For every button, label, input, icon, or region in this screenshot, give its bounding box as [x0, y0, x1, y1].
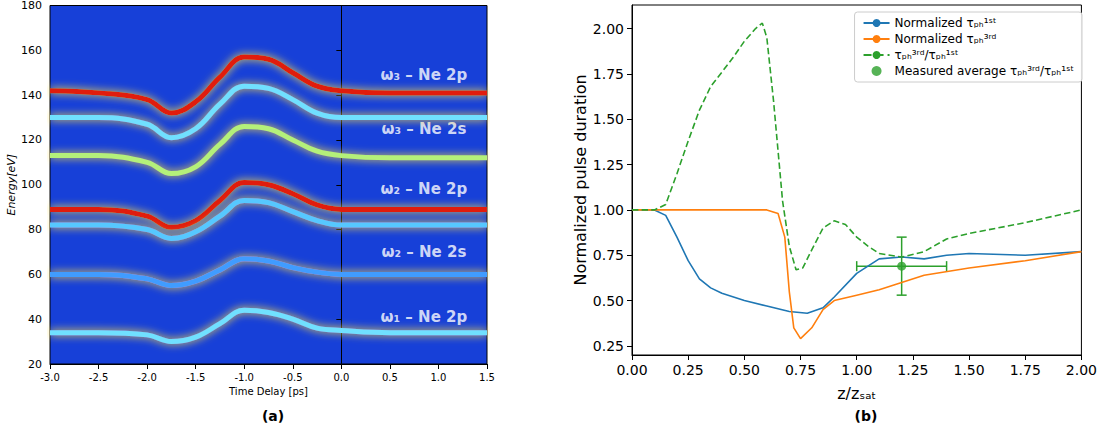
svg-text:1.50: 1.50 [953, 362, 984, 378]
svg-text:z/zₛₐₜ: z/zₛₐₜ [837, 384, 876, 403]
svg-text:1.25: 1.25 [593, 157, 624, 173]
svg-text:1.00: 1.00 [841, 362, 872, 378]
svg-text:Measured average τₚₕ³ʳᵈ/τₚₕ¹ˢᵗ: Measured average τₚₕ³ʳᵈ/τₚₕ¹ˢᵗ [895, 64, 1074, 78]
svg-text:0.25: 0.25 [673, 362, 704, 378]
svg-text:Energy[eV]: Energy[eV] [5, 154, 18, 216]
svg-text:-3.0: -3.0 [40, 372, 60, 383]
svg-text:τₚₕ³ʳᵈ/τₚₕ¹ˢᵗ: τₚₕ³ʳᵈ/τₚₕ¹ˢᵗ [895, 48, 959, 62]
svg-text:(a): (a) [262, 408, 284, 424]
svg-text:120: 120 [21, 133, 42, 146]
svg-text:ω₃ – Ne 2s: ω₃ – Ne 2s [381, 120, 466, 138]
svg-text:Normalized τₚₕ³ʳᵈ: Normalized τₚₕ³ʳᵈ [895, 32, 997, 46]
svg-text:ω₂ – Ne 2s: ω₂ – Ne 2s [381, 243, 466, 261]
svg-text:0.50: 0.50 [729, 362, 760, 378]
svg-text:2.00: 2.00 [593, 21, 624, 37]
svg-text:0.75: 0.75 [593, 247, 624, 263]
svg-text:ω₂ – Ne 2p: ω₂ – Ne 2p [381, 180, 468, 198]
svg-text:-2.0: -2.0 [137, 372, 157, 383]
svg-text:0.00: 0.00 [616, 362, 647, 378]
svg-text:1.0: 1.0 [430, 372, 446, 383]
svg-text:160: 160 [21, 44, 42, 57]
svg-text:180: 180 [21, 0, 42, 12]
svg-text:-1.0: -1.0 [234, 372, 254, 383]
svg-text:-2.5: -2.5 [89, 372, 109, 383]
svg-text:80: 80 [28, 223, 42, 236]
svg-text:0.25: 0.25 [593, 338, 624, 354]
svg-text:60: 60 [28, 268, 42, 281]
svg-text:2.00: 2.00 [1066, 362, 1097, 378]
svg-text:1.75: 1.75 [593, 66, 624, 82]
svg-text:1.00: 1.00 [593, 202, 624, 218]
svg-text:40: 40 [28, 313, 42, 326]
svg-text:1.25: 1.25 [897, 362, 928, 378]
svg-text:100: 100 [21, 178, 42, 191]
svg-text:140: 140 [21, 89, 42, 102]
svg-text:0.0: 0.0 [333, 372, 349, 383]
svg-text:-1.5: -1.5 [186, 372, 206, 383]
svg-text:Time Delay [ps]: Time Delay [ps] [228, 386, 308, 397]
svg-text:0.5: 0.5 [382, 372, 398, 383]
svg-text:0.50: 0.50 [593, 293, 624, 309]
svg-text:ω₃ – Ne 2p: ω₃ – Ne 2p [381, 66, 468, 84]
svg-text:1.50: 1.50 [593, 111, 624, 127]
svg-text:1.75: 1.75 [1010, 362, 1041, 378]
svg-text:Normalized pulse duration: Normalized pulse duration [571, 74, 590, 285]
svg-text:0.75: 0.75 [785, 362, 816, 378]
svg-text:ω₁ – Ne 2p: ω₁ – Ne 2p [381, 308, 468, 326]
svg-text:1.5: 1.5 [479, 372, 495, 383]
svg-text:20: 20 [28, 358, 42, 371]
svg-text:Normalized τₚₕ¹ˢᵗ: Normalized τₚₕ¹ˢᵗ [895, 16, 997, 30]
svg-text:(b): (b) [855, 408, 878, 424]
svg-text:-0.5: -0.5 [283, 372, 303, 383]
